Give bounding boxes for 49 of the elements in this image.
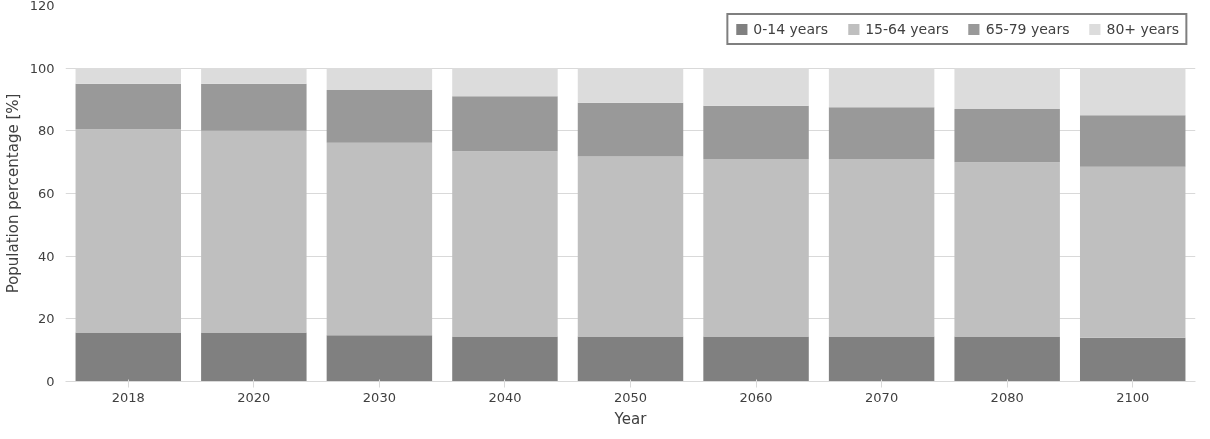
bar [703, 336, 809, 382]
bar [577, 336, 684, 382]
y-tick-label: 60 [37, 186, 55, 201]
x-tick-label: 2070 [865, 389, 899, 405]
x-tick-label: 2020 [237, 389, 271, 405]
x-tick-label: 2060 [739, 389, 773, 405]
legend-label: 65-79 years [985, 21, 1070, 37]
bar [1079, 337, 1186, 382]
bar [452, 336, 558, 382]
legend-label: 80+ years [1106, 21, 1179, 37]
bar [326, 90, 433, 143]
bar [954, 162, 1060, 337]
bar [75, 83, 182, 130]
y-axis-title: Population percentage [%] [3, 93, 22, 294]
legend-label: 15-64 years [865, 21, 949, 37]
bar [577, 102, 684, 157]
x-tick-label: 2050 [613, 389, 648, 405]
legend-label: 0-14 years [753, 21, 829, 37]
bar [326, 335, 433, 382]
x-tick-label: 2080 [990, 389, 1024, 405]
bar [954, 108, 1060, 163]
x-axis-title: Year [613, 409, 648, 428]
bar [828, 159, 935, 337]
bar [452, 151, 558, 337]
y-tick-label: 120 [29, 0, 55, 13]
bar [452, 96, 558, 152]
bar [828, 336, 935, 382]
bar [1079, 166, 1186, 338]
y-tick-label: 40 [37, 248, 55, 264]
bar [577, 156, 684, 337]
y-tick-label: 20 [37, 311, 55, 327]
bar [828, 107, 935, 160]
x-tick-label: 2018 [111, 389, 145, 405]
x-tick-label: 2030 [362, 389, 396, 405]
bar [1079, 115, 1186, 167]
bar [75, 129, 182, 333]
bar [75, 332, 182, 382]
y-tick-label: 0 [46, 374, 55, 389]
y-tick-label: 100 [29, 60, 55, 76]
x-tick-label: 2040 [488, 389, 522, 405]
bar [703, 105, 809, 160]
bar [703, 159, 809, 337]
x-tick-label: 2100 [1116, 389, 1150, 405]
bar [954, 336, 1060, 382]
bar [201, 130, 307, 333]
bar [201, 332, 307, 382]
y-tick-label: 80 [37, 123, 55, 139]
bar [201, 83, 307, 131]
bar [326, 142, 433, 336]
